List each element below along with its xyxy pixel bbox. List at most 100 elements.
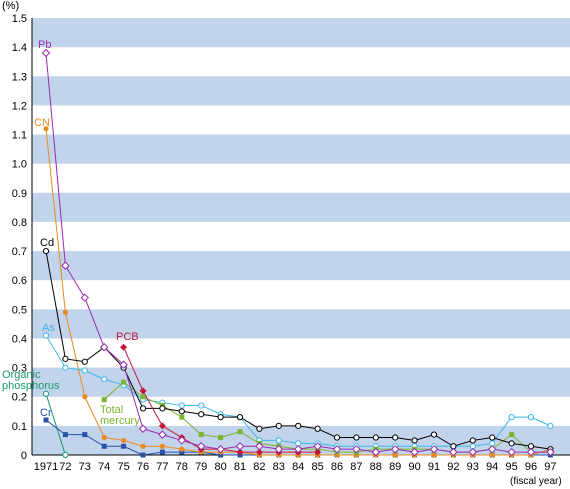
grid-band (32, 76, 570, 106)
y-tick-label: 0.8 (12, 217, 27, 229)
y-tick-label: 1.3 (12, 71, 27, 83)
data-point-pb (526, 447, 536, 457)
data-point-cd (314, 425, 321, 432)
data-point-pb (313, 442, 322, 451)
data-point-cn (101, 434, 107, 441)
x-tick-label: 95 (505, 461, 517, 473)
data-point-pb (138, 424, 148, 433)
x-axis-unit: (fiscal year) (510, 476, 562, 487)
x-tick-label: 75 (117, 461, 129, 473)
data-point-pb (119, 360, 128, 369)
data-point-organic-phosphorus (62, 451, 69, 459)
data-point-pcb (158, 422, 166, 430)
data-point-as (547, 422, 554, 429)
y-tick-label: 0 (21, 450, 27, 462)
grid-bands (32, 18, 570, 455)
grid-band (32, 309, 570, 339)
data-point-pb (371, 447, 381, 457)
y-tick-label: 1.1 (12, 130, 27, 142)
data-point-pb (410, 447, 419, 457)
data-point-cd (295, 422, 302, 429)
label-pb: Pb (38, 39, 51, 51)
data-point-pb (468, 447, 478, 457)
data-point-pb (390, 444, 400, 454)
label-organic-phosphorus: Organic phosphorus (2, 369, 60, 392)
data-point-total-mercury (237, 429, 243, 435)
y-tick-label: 1.4 (12, 42, 27, 54)
label-as: As (42, 322, 55, 334)
data-point-pcb (236, 448, 244, 456)
x-tick-label: 77 (156, 461, 168, 473)
data-point-cd (333, 434, 341, 441)
data-point-cd (353, 434, 360, 441)
y-tick-label: 0.1 (12, 421, 27, 433)
data-point-pb (332, 444, 342, 454)
data-point-cd (159, 405, 166, 412)
data-point-as (275, 437, 282, 444)
data-point-pb (177, 436, 187, 445)
y-tick-label: 0.3 (12, 363, 27, 375)
data-point-cd (392, 434, 399, 441)
series-markers (41, 48, 555, 459)
data-point-cn (392, 452, 398, 458)
data-point-cd (217, 414, 224, 421)
data-point-as (198, 402, 205, 409)
data-point-cn (431, 452, 437, 458)
data-point-pb (158, 430, 167, 439)
x-tick-label: 81 (234, 461, 246, 473)
x-tick-label: 89 (389, 461, 401, 473)
grid-band (32, 18, 570, 48)
data-point-cr (62, 432, 68, 438)
data-point-cd (42, 247, 50, 255)
x-tick-label: 88 (370, 461, 382, 473)
label-cn: CN (34, 117, 50, 129)
data-point-cr (101, 443, 107, 449)
data-point-as (81, 367, 88, 374)
y-tick-label: 0.2 (12, 392, 27, 404)
data-point-cr (140, 452, 146, 458)
y-axis-ticks: 0 0.1 0.2 0.3 0.4 0.5 0.6 0.7 0.8 0.9 1.0 1.1 1.2 1.3… (12, 13, 27, 462)
data-point-total-mercury (140, 394, 146, 400)
data-point-cn (159, 443, 165, 449)
data-point-cn (179, 446, 185, 452)
data-point-cr (82, 432, 88, 438)
x-tick-label: 97 (544, 461, 556, 473)
x-tick-label: 83 (273, 461, 285, 473)
data-point-cr (43, 417, 49, 423)
data-point-pb (449, 447, 458, 457)
data-point-cn (62, 309, 68, 315)
x-tick-label: 72 (59, 461, 71, 473)
data-point-pb (235, 442, 245, 451)
data-point-total-mercury (101, 397, 107, 403)
x-tick-label: 92 (447, 461, 459, 473)
y-tick-label: 0.6 (12, 275, 27, 287)
data-point-cn (489, 452, 495, 458)
label-pcb: PCB (116, 331, 139, 343)
data-point-pb (429, 444, 439, 454)
grid-band (32, 134, 570, 164)
data-point-pb (546, 447, 555, 457)
x-tick-label: 96 (525, 461, 537, 473)
label-total-mercury: Total mercury (100, 404, 140, 427)
x-tick-label: 87 (350, 461, 362, 473)
data-point-cn (140, 443, 146, 449)
data-point-cd (198, 411, 205, 418)
data-point-cr (179, 449, 185, 455)
data-point-cd (256, 425, 263, 432)
data-point-total-mercury (179, 414, 185, 420)
data-point-cd (275, 422, 282, 429)
data-point-cd (81, 358, 88, 365)
data-point-pb (507, 447, 516, 457)
data-point-cr (159, 449, 165, 455)
y-tick-label: 1.2 (12, 100, 27, 112)
data-point-organic-phosphorus (42, 390, 50, 397)
data-point-as (527, 414, 535, 421)
data-point-pb (80, 293, 90, 302)
label-cd: Cd (40, 237, 54, 249)
x-tick-label: 94 (486, 461, 498, 473)
data-point-cd (372, 434, 379, 441)
series-line-organic-phosphorus (45, 393, 66, 456)
data-point-total-mercury (218, 435, 224, 441)
series-annotations: Pb CN Cd As PCB Organic phosphorus Total mercury… (2, 39, 140, 427)
